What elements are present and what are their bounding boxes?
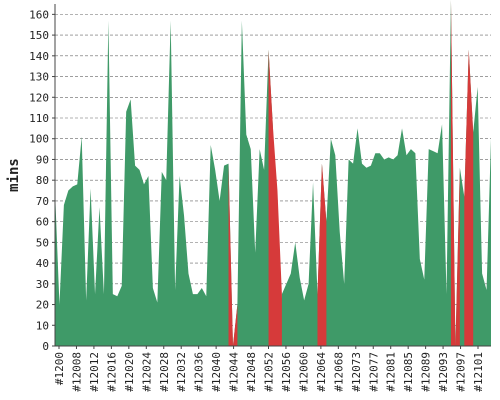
x-tick-16: #12068: [332, 352, 345, 392]
x-tick-19: #12081: [385, 352, 398, 392]
y-tick-70: 70: [36, 195, 49, 208]
y-tick-50: 50: [36, 236, 49, 249]
y-axis-label: mins: [6, 158, 22, 192]
x-tick-8: #12036: [193, 352, 206, 392]
x-tick-4: #12020: [123, 352, 136, 392]
x-tick-labels: #1200 #12008 #12012 #12016 #12020 #12024 #1202…: [53, 346, 485, 392]
x-tick-15: #12064: [315, 352, 328, 392]
y-tick-160: 160: [29, 8, 49, 21]
x-tick-10: #12044: [228, 352, 241, 392]
y-tick-140: 140: [29, 50, 49, 63]
x-tick-2: #12012: [88, 352, 101, 392]
series-areas: [55, 0, 491, 346]
y-tick-0: 0: [42, 340, 49, 353]
x-tick-18: #12077: [367, 352, 380, 392]
x-tick-20: #12085: [402, 352, 415, 392]
x-tick-0: #1200: [53, 352, 66, 385]
x-tick-5: #12024: [140, 352, 153, 392]
x-tick-9: #12040: [210, 352, 223, 392]
failure-segment-2: [317, 163, 327, 346]
failure-segment-1: [268, 49, 282, 346]
x-tick-3: #12016: [105, 352, 118, 392]
x-tick-6: #12028: [158, 352, 171, 392]
y-tick-60: 60: [36, 216, 49, 229]
x-tick-14: #12060: [297, 352, 310, 392]
y-tick-100: 100: [29, 133, 49, 146]
x-tick-12: #12052: [263, 352, 276, 392]
x-tick-22: #12093: [437, 352, 450, 392]
x-tick-1: #12008: [70, 352, 83, 392]
failure-segment-4: [464, 49, 474, 346]
y-tick-40: 40: [36, 257, 49, 270]
x-tick-11: #12048: [245, 352, 258, 392]
failure-segment-0: [228, 163, 238, 346]
y-tick-110: 110: [29, 112, 49, 125]
x-tick-21: #12089: [420, 352, 433, 392]
y-tick-130: 130: [29, 71, 49, 84]
y-tick-150: 150: [29, 29, 49, 42]
y-tick-90: 90: [36, 153, 49, 166]
axes: [54, 4, 491, 347]
y-tick-labels: 0 10 20 30 40 50 60 70 80 90 100 110 120 130 140 150 160: [29, 8, 55, 353]
failure-segment-3: [450, 0, 460, 346]
y-tick-10: 10: [36, 319, 49, 332]
x-tick-7: #12032: [175, 352, 188, 392]
x-tick-17: #12073: [350, 352, 363, 392]
y-tick-30: 30: [36, 278, 49, 291]
x-tick-13: #12056: [280, 352, 293, 392]
x-tick-24: #12101: [472, 352, 485, 392]
y-tick-20: 20: [36, 299, 49, 312]
y-tick-80: 80: [36, 174, 49, 187]
x-tick-23: #12097: [455, 352, 468, 392]
y-tick-120: 120: [29, 91, 49, 104]
